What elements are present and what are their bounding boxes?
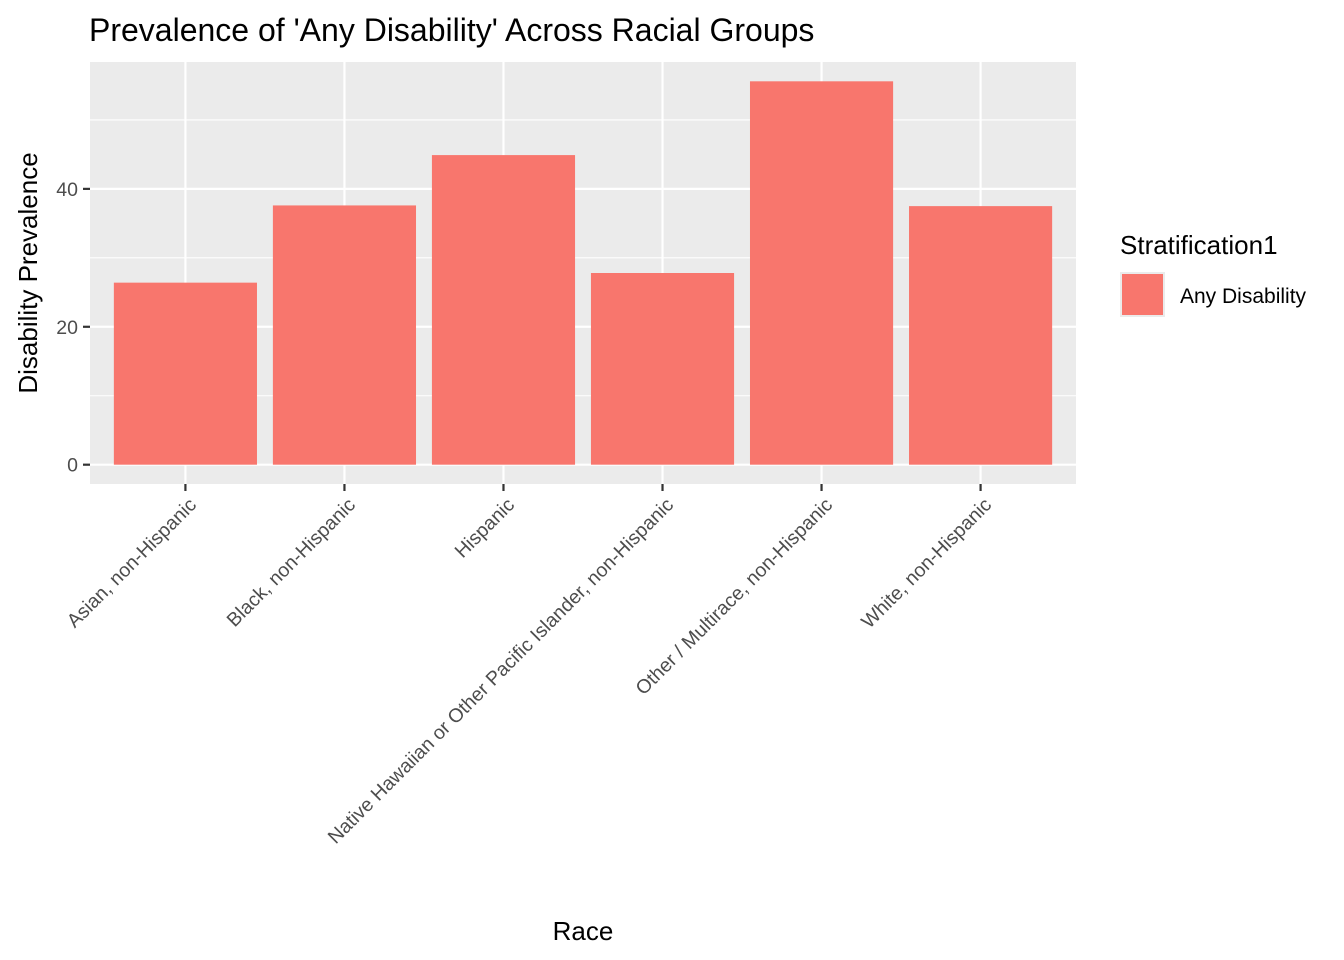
legend-label-any-disability: Any Disability	[1180, 285, 1307, 308]
legend-title: Stratification1	[1120, 230, 1278, 260]
x-axis-title: Race	[553, 916, 614, 946]
y-tick-label: 40	[56, 179, 78, 201]
y-tick-label: 20	[56, 317, 78, 339]
x-tick-label: Black, non-Hispanic	[223, 494, 361, 632]
bar	[749, 81, 894, 465]
bar	[431, 155, 576, 465]
bars	[113, 81, 1053, 465]
x-tick-label: Asian, non-Hispanic	[63, 494, 201, 632]
y-tick-label: 0	[67, 455, 78, 477]
x-tick-label: Native Hawaiian or Other Pacific Islande…	[324, 494, 678, 848]
x-axis: Asian, non-Hispanic Black, non-Hispanic Hi…	[63, 484, 996, 848]
x-tick-label: White, non-Hispanic	[857, 494, 996, 633]
x-tick-label: Hispanic	[451, 494, 520, 563]
legend-key-any-disability	[1120, 272, 1165, 317]
bar	[590, 273, 735, 465]
bar	[113, 282, 257, 465]
bar	[272, 205, 417, 465]
legend: Stratification1 Any Disability	[1120, 230, 1307, 317]
bar	[909, 206, 1053, 465]
y-axis: 0 20 40	[56, 179, 90, 477]
y-axis-title: Disability Prevalence	[13, 152, 43, 393]
chart-title: Prevalence of 'Any Disability' Across Ra…	[89, 12, 814, 48]
